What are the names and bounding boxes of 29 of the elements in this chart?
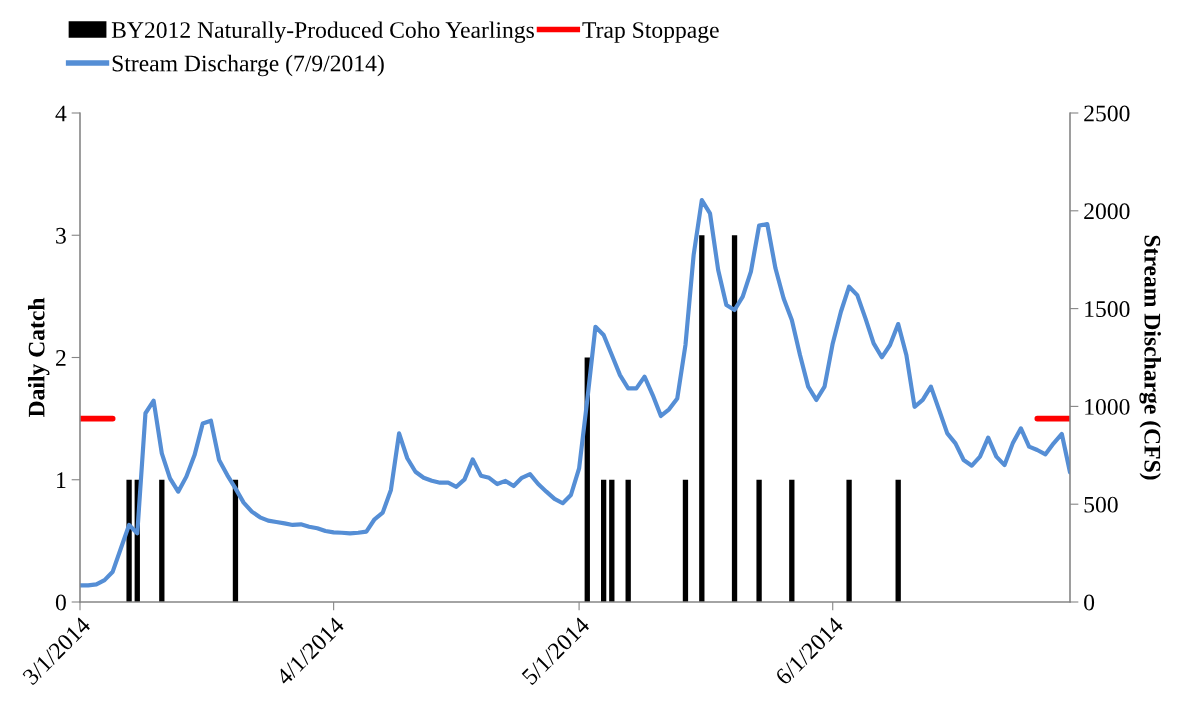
bar: [731, 235, 738, 602]
bar: [682, 479, 689, 602]
legend-label: Trap Stoppage: [582, 22, 719, 43]
y2-tick-label: 500: [1084, 496, 1118, 513]
y2-tick-label: 2500: [1084, 105, 1130, 122]
y2-tick-label: 1500: [1085, 301, 1130, 318]
y-axis-title: Daily Catch: [27, 297, 50, 418]
bar: [126, 479, 132, 602]
line-series: [80, 197, 1070, 588]
bar: [609, 479, 615, 602]
y2-tick-label: 1000: [1085, 398, 1130, 415]
bar: [600, 479, 607, 602]
bar: [789, 479, 795, 602]
y-tick-label: 2: [56, 350, 66, 366]
legend-label: Stream Discharge (7/9/2014): [112, 54, 384, 77]
bar: [756, 479, 762, 602]
y-tick-label: 1: [57, 472, 66, 488]
y2-axis-title: Stream Discharge (CFS): [1139, 235, 1161, 480]
y-tick-label: 3: [56, 227, 66, 244]
bar: [699, 235, 705, 602]
bar: [895, 479, 901, 602]
bar: [159, 479, 165, 602]
bar: [625, 479, 631, 602]
y2-tick-label: 0: [1084, 594, 1095, 611]
y-tick-label: 4: [55, 105, 67, 122]
legend-label: BY2012 Naturally-Produced Coho Yearlings: [111, 21, 534, 43]
y-tick-label: 0: [55, 594, 66, 611]
y2-tick-label: 2000: [1084, 203, 1130, 220]
bar: [846, 479, 852, 602]
